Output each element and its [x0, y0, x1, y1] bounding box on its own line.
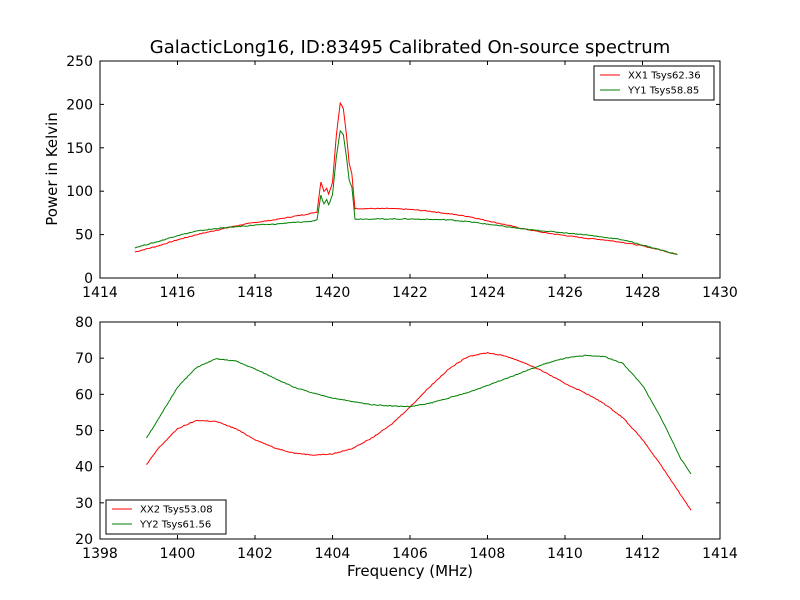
- bottom-spectrum-panel: 1398 1400 1402 1404 1406 1408 1410 1412 1414 20 30…: [75, 315, 738, 562]
- x-tick-label: 1428: [625, 285, 661, 301]
- y-tick-label: 0: [84, 271, 93, 287]
- x-tick-label: 1404: [315, 546, 351, 562]
- y-tick-label: 80: [75, 315, 93, 331]
- x-tick-label: 1414: [702, 546, 738, 562]
- series-line-xx2: [146, 351, 692, 511]
- y-tick-label: 60: [75, 387, 93, 403]
- y-tick-label: 30: [75, 496, 93, 512]
- top-y-axis-label: Power in Kelvin: [43, 112, 61, 226]
- legend-box: [593, 65, 715, 101]
- top-spectrum-panel: 1414 1416 1418 1420 1422 1424 1426 1428 1430 0 50 1…: [66, 54, 738, 301]
- y-tick-label: 70: [75, 351, 93, 367]
- x-tick-label: 1430: [702, 285, 738, 301]
- legend-label: YY1 Tsys58.85: [627, 86, 699, 97]
- legend-box: [105, 499, 227, 535]
- x-tick-label: 1410: [547, 546, 583, 562]
- legend-label: YY2 Tsys61.56: [139, 520, 211, 531]
- series-line-yy2: [146, 354, 692, 475]
- x-tick-label: 1420: [315, 285, 351, 301]
- bottom-x-axis-label: Frequency (MHz): [347, 562, 473, 580]
- y-tick-label: 50: [75, 228, 93, 244]
- x-tick-label: 1418: [237, 285, 273, 301]
- x-tick-label: 1422: [392, 285, 428, 301]
- y-tick-label: 200: [66, 97, 93, 113]
- y-tick-label: 150: [66, 141, 93, 157]
- y-tick-label: 20: [75, 532, 93, 548]
- x-tick-label: 1402: [237, 546, 273, 562]
- x-tick-label: 1408: [470, 546, 506, 562]
- x-tick-label: 1426: [547, 285, 583, 301]
- x-tick-label: 1400: [160, 546, 196, 562]
- chart-title: GalacticLong16, ID:83495 Calibrated On-s…: [150, 37, 670, 58]
- x-tick-label: 1412: [625, 546, 661, 562]
- x-tick-label: 1398: [82, 546, 118, 562]
- x-tick-label: 1416: [160, 285, 196, 301]
- x-tick-label: 1424: [470, 285, 506, 301]
- y-tick-label: 50: [75, 424, 93, 440]
- x-tick-label: 1414: [82, 285, 118, 301]
- y-tick-label: 250: [66, 54, 93, 70]
- legend-label: XX1 Tsys62.36: [628, 71, 701, 82]
- y-tick-label: 100: [66, 184, 93, 200]
- x-tick-label: 1406: [392, 546, 428, 562]
- y-tick-label: 40: [75, 460, 93, 476]
- legend-label: XX2 Tsys53.08: [140, 505, 213, 516]
- series-line-yy1: [134, 129, 678, 256]
